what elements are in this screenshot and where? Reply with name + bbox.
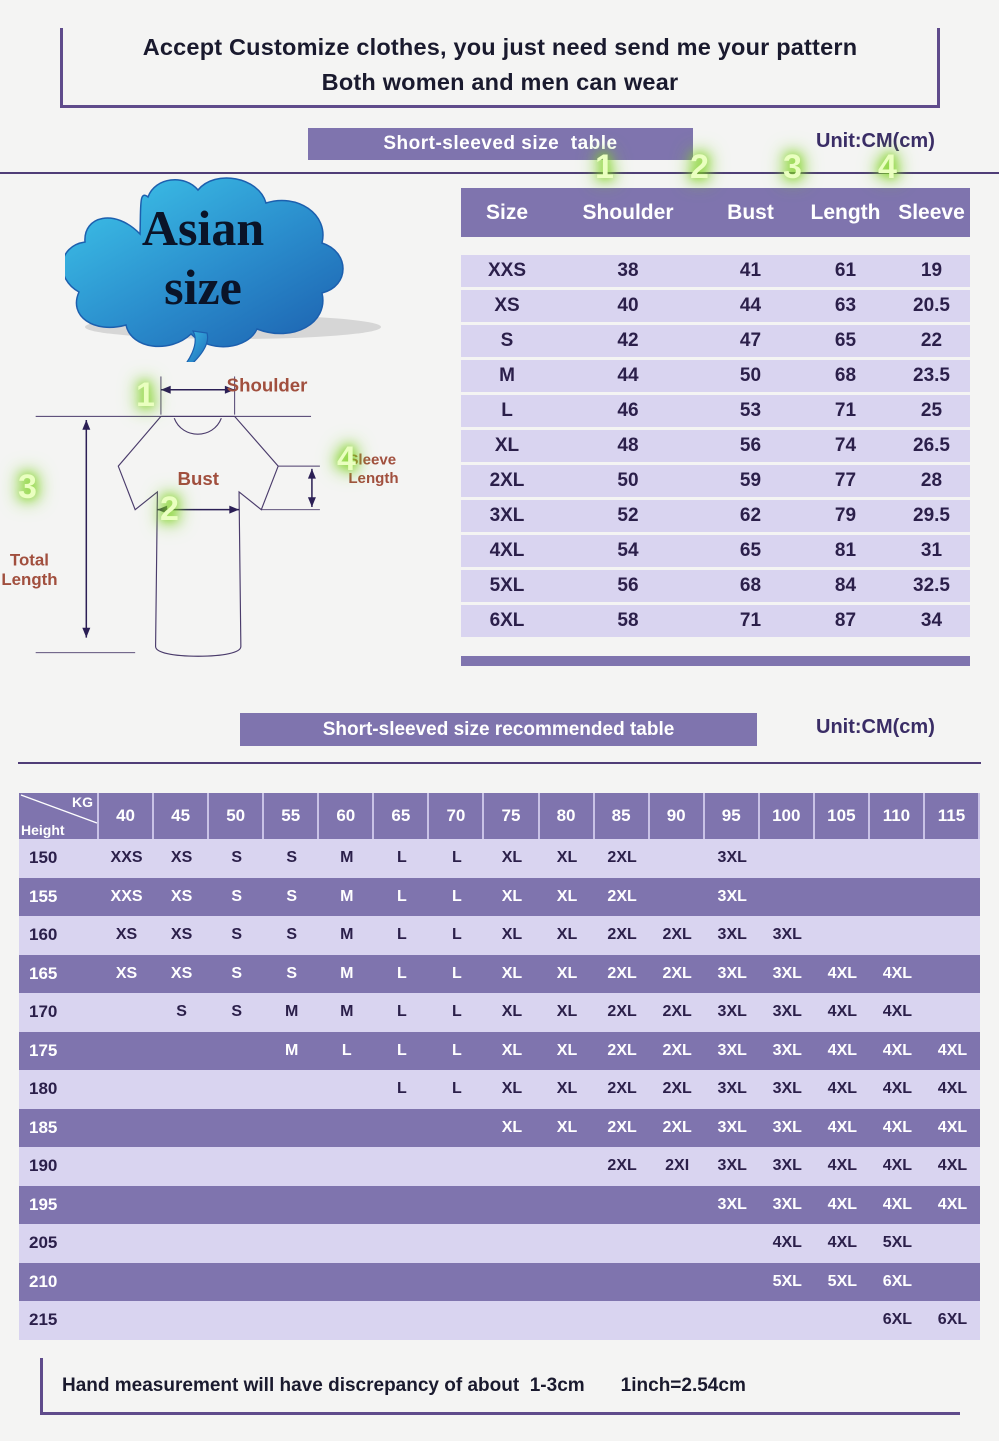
svg-text:size: size <box>164 259 242 315</box>
svg-text:Length: Length <box>1 570 57 589</box>
svg-text:Bust: Bust <box>178 468 219 489</box>
svg-text:Total: Total <box>10 551 49 570</box>
svg-text:Asian: Asian <box>142 200 264 256</box>
svg-text:Shoulder: Shoulder <box>227 375 308 396</box>
